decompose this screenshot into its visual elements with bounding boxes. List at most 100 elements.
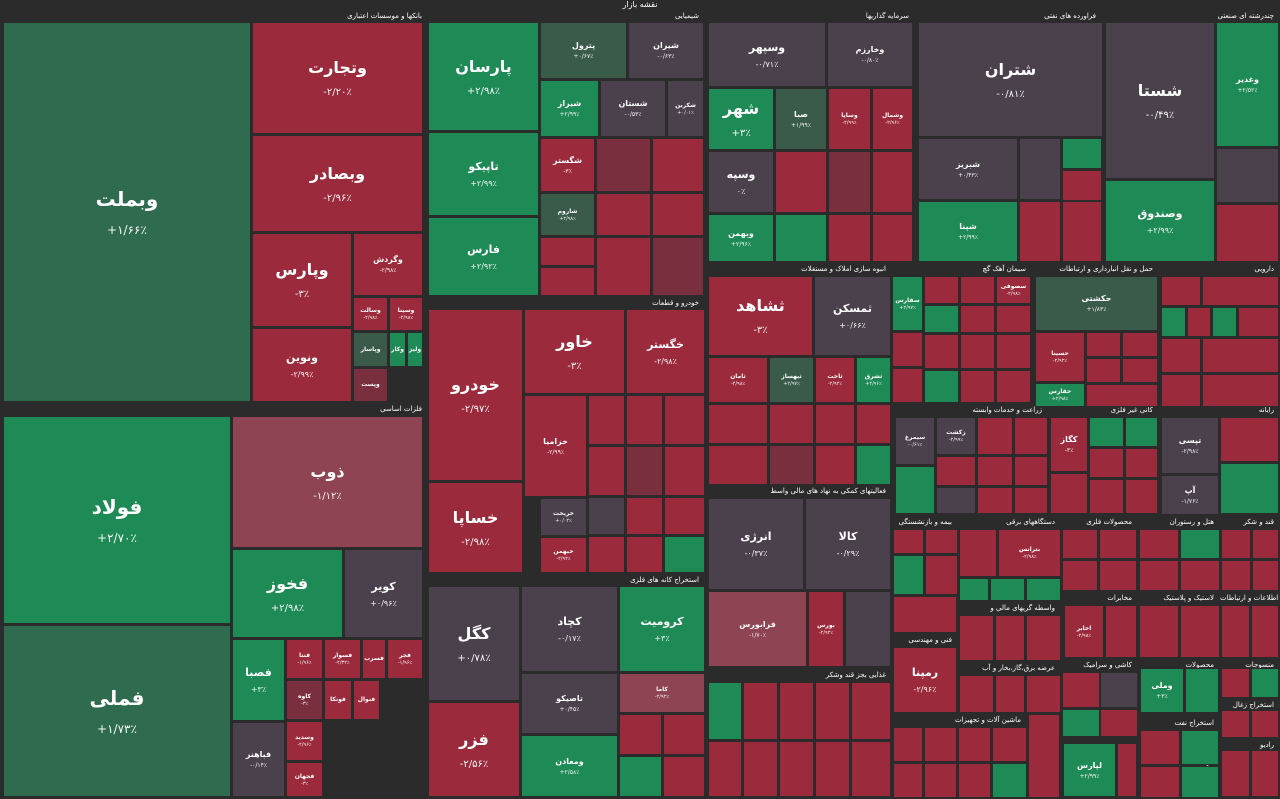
tile-fvasodi[interactable]: وسدید -۲/۹۶٪ [286, 721, 323, 761]
tile-small[interactable] [925, 555, 958, 595]
tile-small[interactable] [960, 334, 995, 369]
tile-small[interactable] [1161, 307, 1186, 337]
tile-fajr[interactable]: فجر -۱/۹۶٪ [387, 639, 423, 679]
tile-thamskan[interactable]: ثمسکن +۰/۶۶٪ [814, 276, 891, 356]
tile-small[interactable] [892, 332, 923, 367]
tile-small[interactable] [588, 497, 625, 535]
tile-small[interactable] [1125, 448, 1158, 478]
tile-fkhooz[interactable]: فخوز +۲/۹۸٪ [232, 549, 343, 638]
tile-small[interactable] [1202, 338, 1279, 373]
tile-small[interactable] [1026, 578, 1061, 601]
tile-romina[interactable]: رمپنا -۲/۹۶٪ [893, 647, 957, 713]
tile-vbimar[interactable]: وپاسار [353, 332, 388, 367]
tile-small[interactable] [743, 741, 778, 797]
tile-small[interactable] [1028, 714, 1060, 798]
tile-thaahed[interactable]: ثشاهد -۳٪ [708, 276, 813, 356]
tile-fazar[interactable]: فزر -۲/۵۶٪ [428, 702, 520, 797]
tile-small[interactable] [596, 237, 651, 296]
tile-small[interactable] [1181, 766, 1219, 798]
tile-small[interactable] [996, 334, 1031, 369]
tile-small[interactable] [1161, 276, 1201, 306]
tile-small[interactable] [1125, 417, 1158, 447]
tile-small[interactable] [893, 763, 923, 798]
tile-fonak[interactable]: فونکا [324, 680, 352, 720]
tile-small[interactable] [708, 682, 742, 740]
tile-vaspe[interactable]: وسپه ۰٪ [708, 151, 774, 213]
tile-shiraz[interactable]: شیراز +۲/۹۹٪ [540, 80, 599, 137]
tile-sesofiyan[interactable]: سصوفی -۲/۹۸٪ [996, 276, 1031, 304]
tile-khodro[interactable]: خودرو -۲/۹۷٪ [428, 309, 523, 481]
tile-khrikhtar[interactable]: خریخت +۰/۰۲٪ [540, 498, 587, 536]
tile-shegostar[interactable]: شگستر -۳٪ [540, 138, 595, 192]
tile-hekeshti[interactable]: حکشتی +۱/۸۳٪ [1035, 276, 1158, 331]
tile-shetran[interactable]: شتران -۰/۸۱٪ [918, 22, 1103, 137]
tile-small[interactable] [1202, 374, 1279, 407]
tile-small[interactable] [540, 237, 595, 266]
tile-small[interactable] [815, 404, 855, 444]
tile-small[interactable] [596, 138, 651, 192]
tile-shastan[interactable]: شستان -۰/۵۳٪ [600, 80, 666, 137]
tile-khgostar[interactable]: خگستر -۲/۹۸٪ [626, 309, 705, 394]
tile-vpest[interactable]: وپست [353, 368, 388, 402]
tile-sefars[interactable]: سفارس +۲/۹۷٪ [892, 276, 923, 331]
tile-small[interactable] [1086, 384, 1158, 407]
tile-small[interactable] [1251, 710, 1279, 738]
tile-small[interactable] [743, 682, 778, 740]
tile-small[interactable] [959, 615, 994, 661]
tile-small[interactable] [588, 395, 625, 445]
tile-small[interactable] [893, 596, 957, 633]
tile-small[interactable] [856, 445, 891, 485]
tile-small[interactable] [996, 370, 1031, 403]
tile-khzamiya[interactable]: خزامیا -۲/۹۹٪ [524, 395, 587, 497]
tile-vbmellat[interactable]: وبملت +۱/۶۶٪ [3, 22, 251, 402]
tile-small[interactable] [925, 529, 958, 554]
tile-bourse[interactable]: بورس -۲/۹۲٪ [808, 591, 844, 667]
tile-small[interactable] [924, 276, 959, 304]
tile-small[interactable] [990, 578, 1025, 601]
tile-small[interactable] [664, 446, 705, 496]
tile-small[interactable] [845, 591, 891, 667]
tile-small[interactable] [1221, 668, 1250, 698]
tile-small[interactable] [1180, 560, 1220, 591]
tile-haftor[interactable]: حفارس +۲/۹۸٪ [1035, 383, 1085, 407]
tile-small[interactable] [1140, 766, 1180, 798]
tile-small[interactable] [1026, 615, 1061, 661]
tile-kama[interactable]: کاما -۲/۹۲٪ [619, 673, 705, 713]
tile-small[interactable] [936, 456, 976, 486]
tile-small[interactable] [779, 741, 814, 797]
tile-khbahman[interactable]: خبهمن -۲/۹۲٪ [540, 537, 587, 573]
tile-small[interactable] [895, 466, 935, 514]
tile-vkar[interactable]: وکار [389, 332, 406, 367]
tile-small[interactable] [936, 487, 976, 514]
tile-zob[interactable]: ذوب -۱/۱۲٪ [232, 416, 423, 548]
tile-small[interactable] [1181, 730, 1219, 765]
tile-small[interactable] [1089, 417, 1124, 447]
tile-fameli[interactable]: فملی +۱/۷۳٪ [3, 625, 231, 797]
tile-small[interactable] [1139, 605, 1179, 658]
tile-small[interactable] [1216, 148, 1279, 203]
tile-small[interactable] [1252, 560, 1279, 591]
tile-farabourse[interactable]: فرابورس -۱/۷۰٪ [708, 591, 807, 667]
tile-vsepehr[interactable]: وسپهر -۰/۷۱٪ [708, 22, 826, 87]
tile-small[interactable] [893, 727, 923, 762]
tile-small[interactable] [828, 151, 871, 213]
tile-small[interactable] [815, 445, 855, 485]
tile-khavar[interactable]: خاور -۳٪ [524, 309, 625, 394]
tile-small[interactable] [779, 682, 814, 740]
tile-hsina[interactable]: حسینا -۲/۹۲٪ [1035, 332, 1085, 382]
tile-small[interactable] [708, 404, 768, 444]
tile-foolad[interactable]: فولاد +۲/۷۰٪ [3, 416, 231, 624]
tile-small[interactable] [708, 741, 742, 797]
tile-small[interactable] [851, 682, 891, 740]
tile-small[interactable] [652, 193, 704, 236]
tile-small[interactable] [1140, 730, 1180, 765]
tile-small[interactable] [872, 214, 913, 262]
tile-simorgh[interactable]: سیمرغ -۰/۶۱٪ [895, 417, 935, 465]
tile-small[interactable] [1014, 456, 1048, 486]
tile-small[interactable] [1122, 358, 1158, 383]
tile-small[interactable] [626, 536, 663, 573]
tile-shiran[interactable]: شیران -۰/۶۳٪ [628, 22, 704, 79]
tile-small[interactable] [1125, 479, 1158, 514]
tile-small[interactable] [1019, 201, 1061, 262]
tile-small[interactable] [851, 741, 891, 797]
